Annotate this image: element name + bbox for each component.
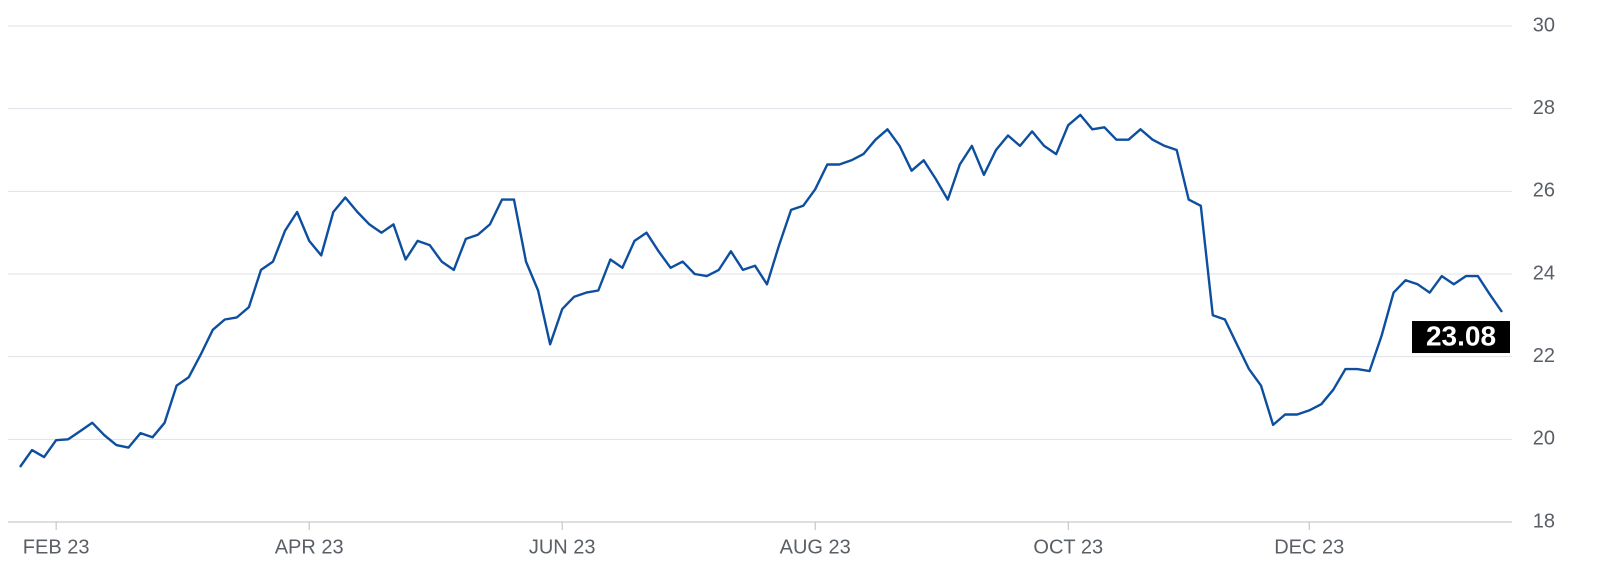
x-tick-label: JUN 23 [529, 536, 596, 558]
x-tick-label: AUG 23 [780, 536, 851, 558]
y-tick-label: 18 [1533, 510, 1555, 532]
y-tick-label: 28 [1533, 97, 1555, 119]
last-value-label: 23.08 [1426, 320, 1496, 351]
y-tick-label: 26 [1533, 180, 1555, 202]
y-tick-label: 24 [1533, 262, 1555, 284]
y-tick-label: 30 [1533, 14, 1555, 36]
price-line [19, 113, 1503, 468]
y-tick-label: 22 [1533, 345, 1555, 367]
x-tick-label: DEC 23 [1274, 536, 1344, 558]
y-tick-label: 20 [1533, 428, 1555, 450]
last-value-box [1412, 321, 1510, 354]
x-tick-label: APR 23 [275, 536, 344, 558]
x-tick-label: OCT 23 [1033, 536, 1103, 558]
x-tick-label: FEB 23 [23, 536, 90, 558]
